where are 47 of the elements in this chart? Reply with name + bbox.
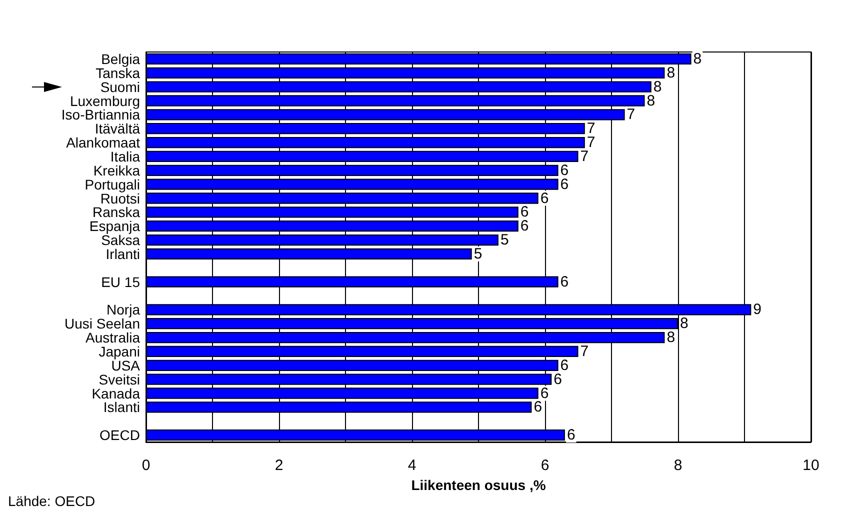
- y-tick-label: Portugali: [84, 176, 140, 192]
- text: Lähde: OECD: [8, 493, 96, 509]
- x-axis-title: Liikenteen osuus ,%: [411, 477, 546, 493]
- data-label: 8: [653, 78, 662, 96]
- data-label: 6: [534, 398, 542, 416]
- data-label: 6: [560, 273, 569, 290]
- y-tick-label: Italia: [110, 148, 140, 164]
- y-tick-label: Belgia: [101, 50, 140, 67]
- data-label: 6: [540, 190, 549, 207]
- y-tick-label: Japani: [98, 343, 140, 360]
- x-tick-label: 10: [802, 457, 820, 474]
- y-tick-label: Irlanti: [106, 246, 140, 262]
- data-label: 7: [626, 106, 636, 124]
- x-tick-label: 8: [674, 457, 682, 474]
- y-tick-label: Alankomaat: [66, 134, 140, 151]
- y-tick-label: Ranska: [92, 204, 140, 220]
- y-tick-label: Norja: [106, 302, 140, 318]
- data-label: 8: [666, 64, 676, 82]
- y-tick-label: OECD: [100, 427, 140, 444]
- x-tick-label: 0: [142, 457, 150, 474]
- y-tick-label: Itävältä: [94, 120, 140, 137]
- data-label: 6: [560, 356, 569, 374]
- x-tick-label: 2: [274, 457, 284, 474]
- y-tick-label: Espanja: [89, 218, 140, 234]
- y-tick-label: Kreikka: [93, 162, 140, 178]
- y-tick-label: USA: [111, 357, 141, 374]
- data-label: 6: [566, 426, 576, 444]
- x-tick-label: 4: [408, 457, 416, 474]
- data-label: 6: [540, 384, 549, 402]
- y-tick-label: Kanada: [92, 385, 140, 402]
- data-label: 7: [580, 342, 589, 360]
- data-label: 8: [693, 50, 702, 68]
- data-label: 5: [500, 232, 509, 249]
- y-tick-label: Australia: [86, 330, 140, 346]
- data-label: 8: [666, 329, 676, 346]
- data-label: 9: [753, 301, 762, 318]
- y-tick-label: Sveitsi: [98, 371, 140, 388]
- data-label: 6: [554, 370, 562, 388]
- y-tick-label: Luxemburg: [70, 92, 140, 109]
- data-label: 8: [646, 92, 656, 110]
- y-tick-label: EU 15: [101, 274, 140, 290]
- y-tick-label: Suomi: [100, 78, 140, 95]
- y-tick-label: Islanti: [103, 399, 140, 416]
- data-label: 7: [580, 148, 589, 165]
- data-label: 5: [474, 245, 482, 262]
- x-tick-label: 6: [540, 457, 550, 474]
- data-label: 8: [680, 315, 688, 332]
